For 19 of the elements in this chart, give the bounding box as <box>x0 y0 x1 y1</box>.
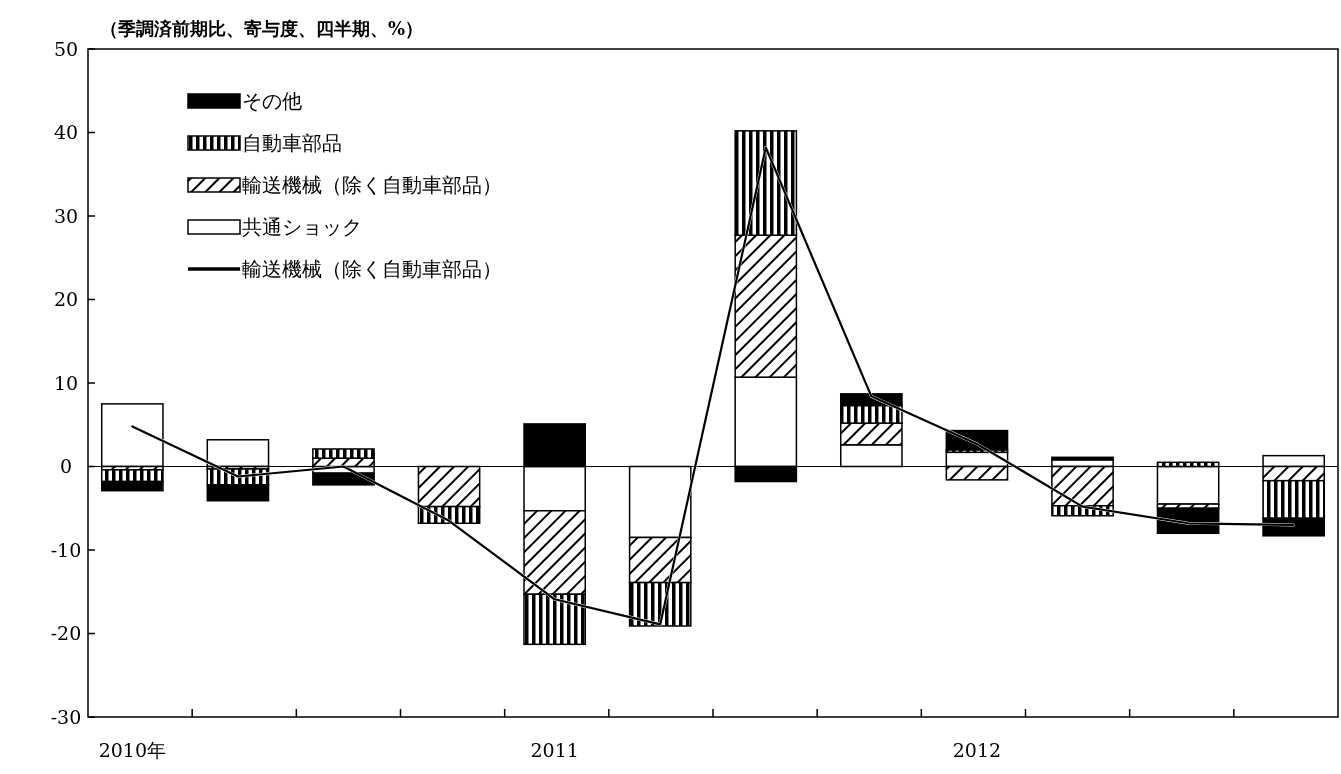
legend-label: 輸送機械（除く自動車部品） <box>242 173 502 197</box>
legend-label: 輸送機械（除く自動車部品） <box>242 257 502 281</box>
y-tick-label: 10 <box>53 371 79 394</box>
y-tick-label: 30 <box>53 204 79 227</box>
x-tick-label: 2012 <box>952 739 1002 761</box>
y-tick-label: 0 <box>59 455 73 478</box>
legend-label: 共通ショック <box>242 215 362 239</box>
x-tick-label: 2010年 <box>98 739 167 761</box>
y-tick-label: -30 <box>50 705 82 728</box>
y-tick-label: 40 <box>53 121 79 144</box>
y-tick-label: 50 <box>53 37 79 60</box>
legend-label: 自動車部品 <box>242 131 342 155</box>
y-tick-label: -10 <box>50 538 82 561</box>
x-tick-label: 2011 <box>530 739 579 761</box>
y-tick-label: -20 <box>50 622 82 645</box>
y-tick-label: 20 <box>53 288 79 311</box>
bar <box>945 429 1009 451</box>
chart-title: （季調済前期比、寄与度、四半期、%） <box>100 18 424 39</box>
legend-label: その他 <box>242 89 302 113</box>
